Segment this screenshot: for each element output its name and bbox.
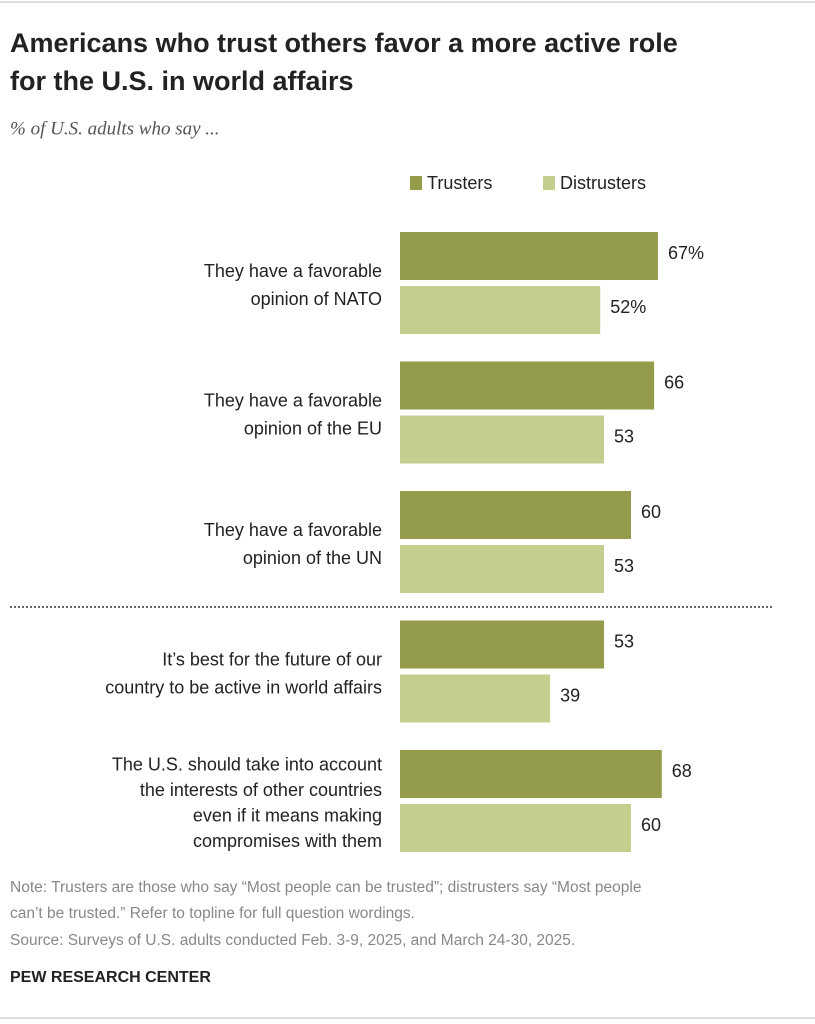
category-label: opinion of NATO	[251, 289, 382, 309]
bar	[400, 750, 662, 798]
bar	[400, 545, 605, 593]
category-label: opinion of the EU	[244, 418, 382, 438]
bar	[400, 804, 631, 852]
bar	[400, 286, 601, 334]
value-label: 60	[641, 502, 661, 522]
bar	[400, 491, 631, 539]
value-label: 39	[560, 685, 580, 705]
subtitle: % of U.S. adults who say ...	[10, 118, 220, 139]
value-label: 52%	[610, 297, 646, 317]
chart-title: Americans who trust others favor a more …	[10, 28, 678, 58]
note: Note: Trusters are those who say “Most p…	[10, 879, 641, 896]
category-label: opinion of the UN	[243, 548, 382, 568]
source: Source: Surveys of U.S. adults conducted…	[10, 932, 575, 949]
category-label: country to be active in world affairs	[105, 677, 382, 697]
credit: PEW RESEARCH CENTER	[10, 969, 211, 986]
category-label: even if it means making	[193, 806, 382, 826]
category-label: It’s best for the future of our	[162, 649, 382, 669]
bar	[400, 232, 658, 280]
category-label: the interests of other countries	[140, 780, 382, 800]
legend-label: Trusters	[427, 173, 492, 193]
category-label: They have a favorable	[204, 390, 382, 410]
bar	[400, 415, 605, 464]
category-label: They have a favorable	[204, 261, 382, 281]
value-label: 53	[614, 631, 634, 651]
category-label: compromises with them	[193, 831, 382, 851]
legend-swatch	[543, 176, 555, 190]
note: can’t be trusted.” Refer to topline for …	[10, 905, 415, 922]
value-label: 53	[614, 556, 634, 576]
bar	[400, 674, 551, 723]
value-label: 53	[614, 426, 634, 446]
category-label: They have a favorable	[204, 520, 382, 540]
bar	[400, 361, 655, 410]
value-label: 67%	[668, 243, 704, 263]
value-label: 68	[672, 761, 692, 781]
bar	[400, 620, 605, 669]
legend-swatch	[410, 176, 422, 190]
category-label: The U.S. should take into account	[112, 755, 382, 775]
legend-label: Distrusters	[560, 173, 646, 193]
chart-title: for the U.S. in world affairs	[10, 66, 354, 96]
value-label: 66	[664, 372, 684, 392]
value-label: 60	[641, 815, 661, 835]
